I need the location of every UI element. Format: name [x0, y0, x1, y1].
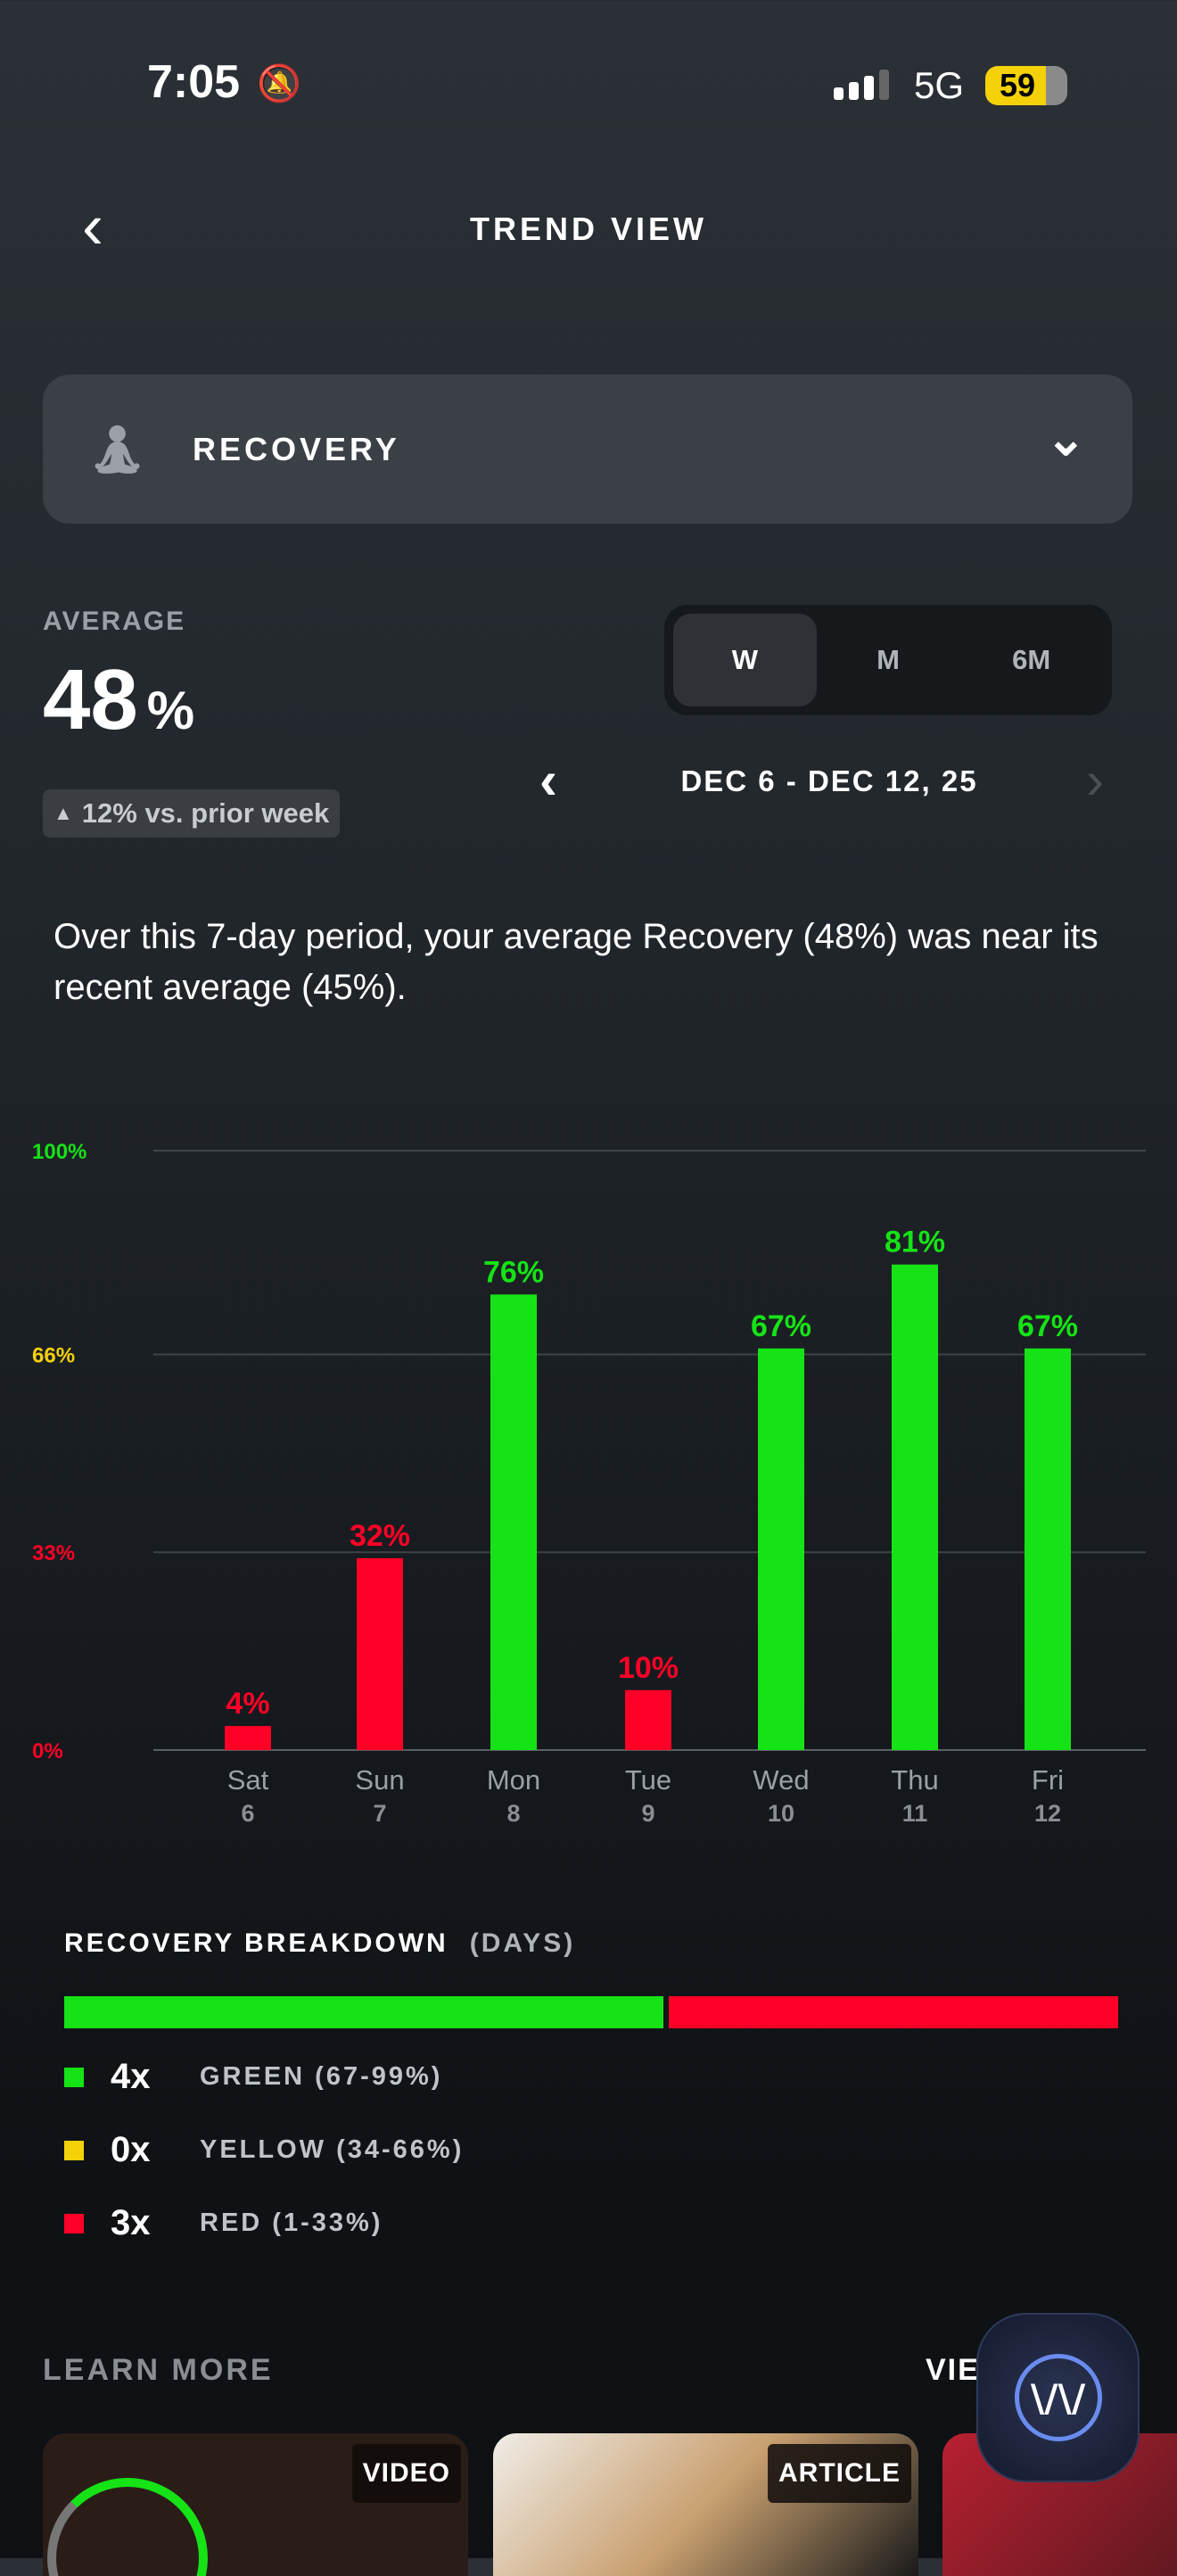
content-card-article[interactable]: ARTICLE [493, 2433, 918, 2576]
battery-level: 59 [1000, 67, 1036, 103]
red-swatch [64, 2213, 84, 2233]
x-day-label: Tue [625, 1764, 671, 1796]
breakdown-bar [64, 1996, 1118, 2028]
recovery-ring-thumbnail [47, 2478, 208, 2576]
average-unit: % [146, 681, 195, 740]
yellow-count: 0x [111, 2130, 151, 2169]
bar-fri [1025, 1348, 1071, 1750]
back-chevron-icon[interactable]: ‹ [82, 191, 103, 262]
bar-value-label: 4% [226, 1687, 269, 1721]
bar-value-label: 10% [618, 1651, 679, 1685]
range-tabs: W M 6M [664, 605, 1112, 715]
x-day-label: Thu [891, 1764, 938, 1796]
x-day-label: Fri [1032, 1764, 1064, 1796]
yellow-label: YELLOW (34-66%) [200, 2135, 465, 2164]
x-date-label: 8 [506, 1800, 520, 1827]
network-type: 5G [914, 64, 965, 106]
bar-wed [758, 1348, 804, 1750]
x-date-label: 10 [768, 1800, 794, 1827]
bar-value-label: 32% [350, 1519, 410, 1553]
x-day-label: Wed [753, 1764, 809, 1796]
status-time: 7:05 [147, 56, 241, 108]
recovery-bar-chart: 100% 66% 33% 0% 4% Sat 6 32% Sun 7 76% Mon 8 10% Tue 9 6… [32, 1140, 1146, 1827]
legend-red: 3x RED (1-33%) [64, 2203, 383, 2243]
bar-mon [490, 1294, 537, 1750]
yellow-swatch [64, 2140, 84, 2160]
card-tag: ARTICLE [768, 2444, 911, 2503]
green-label: GREEN (67-99%) [200, 2062, 443, 2091]
page-title: TREND VIEW [469, 211, 707, 247]
triangle-up-icon: ▲ [54, 802, 73, 824]
y-tick-label: 100% [32, 1140, 86, 1164]
chevron-down-icon: ⌄ [1045, 412, 1086, 466]
battery-indicator: 59 [985, 66, 1067, 105]
bar-value-label: 81% [885, 1226, 945, 1259]
y-tick-label: 0% [32, 1739, 63, 1763]
bar-value-label: 67% [751, 1309, 811, 1343]
x-date-label: 11 [902, 1800, 928, 1827]
breakdown-title: RECOVERY BREAKDOWN (DAYS) [64, 1928, 575, 1959]
bar-value-label: 67% [1017, 1309, 1078, 1343]
x-date-label: 7 [373, 1800, 386, 1827]
bar-sat [225, 1726, 271, 1750]
breakdown-heading: RECOVERY BREAKDOWN [64, 1928, 449, 1958]
bar-tue [625, 1689, 671, 1750]
tab-week[interactable]: W [673, 614, 817, 706]
breakdown-unit: (DAYS) [469, 1928, 576, 1958]
average-label: AVERAGE [43, 607, 186, 636]
legend-yellow: 0x YELLOW (34-66%) [64, 2130, 464, 2170]
average-value: 48% [43, 651, 194, 749]
metric-label: RECOVERY [193, 430, 400, 467]
x-date-label: 12 [1034, 1800, 1061, 1827]
red-label: RED (1-33%) [200, 2209, 383, 2237]
green-count: 4x [111, 2057, 151, 2096]
next-period-chevron-icon[interactable]: › [1086, 750, 1104, 810]
x-date-label: 9 [641, 1800, 654, 1827]
x-date-label: 6 [241, 1800, 254, 1827]
meditation-icon: 🧘︎ [86, 420, 150, 477]
red-count: 3x [111, 2203, 151, 2242]
prev-period-chevron-icon[interactable]: ‹ [539, 750, 557, 810]
y-tick-label: 33% [32, 1541, 75, 1565]
breakdown-segment [64, 1996, 663, 2028]
learn-more-heading: LEARN MORE [43, 2353, 274, 2387]
bell-muted-icon: 🔕 [257, 64, 301, 103]
card-tag: VIDEO [351, 2444, 461, 2503]
content-card-video[interactable]: VIDEO [43, 2433, 468, 2576]
green-swatch [64, 2067, 84, 2087]
legend-green: 4x GREEN (67-99%) [64, 2057, 442, 2097]
bar-value-label: 76% [483, 1255, 544, 1289]
metric-dropdown[interactable]: 🧘︎ RECOVERY ⌄ [43, 375, 1132, 524]
bar-sun [357, 1557, 403, 1750]
breakdown-segment [669, 1996, 1118, 2028]
date-range: DEC 6 - DEC 12, 25 [680, 764, 978, 797]
tab-6-months[interactable]: 6M [1012, 644, 1051, 675]
x-day-label: Mon [487, 1764, 540, 1796]
bar-thu [892, 1264, 938, 1750]
average-number: 48 [43, 652, 138, 747]
whoop-logo-icon: \/\/ [1014, 2354, 1102, 2441]
change-text: 12% vs. prior week [81, 797, 330, 829]
x-day-label: Sun [355, 1764, 404, 1796]
change-badge: ▲ 12% vs. prior week [43, 789, 341, 838]
tab-month[interactable]: M [877, 644, 900, 675]
signal-icon [834, 70, 889, 100]
summary-text: Over this 7-day period, your average Rec… [54, 917, 1099, 1007]
x-day-label: Sat [227, 1764, 269, 1796]
y-tick-label: 66% [32, 1343, 75, 1367]
whoop-coach-button[interactable]: \/\/ [976, 2313, 1140, 2482]
